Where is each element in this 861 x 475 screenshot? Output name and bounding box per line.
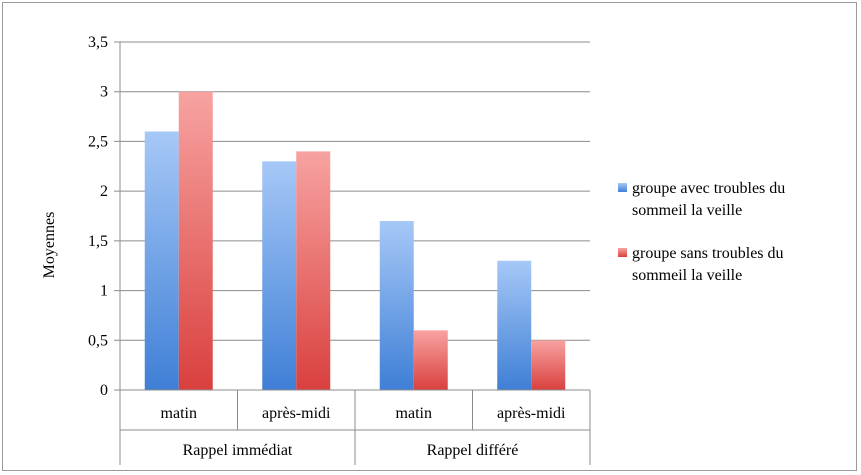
bar-avec-4 — [497, 260, 532, 390]
y-tick-label: 0 — [100, 382, 108, 399]
y-tick-label: 2 — [100, 183, 108, 200]
legend-label: groupe avec troubles du — [632, 180, 785, 197]
bar-sans-2 — [296, 151, 331, 390]
y-tick-label: 3 — [100, 84, 108, 101]
x-category-label: après-midi — [262, 405, 331, 422]
y-tick-label: 1 — [100, 283, 108, 300]
y-tick-label: 0,5 — [88, 332, 108, 349]
bar-avec-2 — [262, 161, 297, 390]
bar-avec-1 — [144, 131, 179, 390]
legend-swatch — [618, 183, 627, 192]
legend-label: groupe sans troubles du — [632, 245, 784, 262]
axes — [119, 42, 591, 465]
x-category-label: après-midi — [497, 405, 566, 422]
y-axis-label: Moyennes — [41, 212, 58, 279]
bar-sans-3 — [413, 330, 448, 390]
bar-avec-3 — [379, 220, 414, 390]
bars — [144, 91, 566, 390]
legend: groupe avec troubles du sommeil la veille… — [618, 180, 785, 284]
legend-label: sommeil la veille — [632, 202, 742, 219]
y-tick-label: 1,5 — [88, 233, 108, 250]
x-group-label: Rappel immédiat — [183, 442, 293, 459]
y-tick-label: 3,5 — [88, 34, 108, 51]
legend-label: sommeil la veille — [632, 267, 742, 284]
x-category-labels: matin après-midi matin après-midi Rappel imm… — [161, 405, 566, 459]
y-tick-labels: 0 0,5 1 1,5 2 2,5 3 3,5 — [88, 34, 108, 399]
x-category-label: matin — [161, 405, 197, 422]
x-category-label: matin — [396, 405, 432, 422]
y-tick-label: 2,5 — [88, 133, 108, 150]
bar-sans-4 — [531, 340, 566, 390]
legend-swatch — [618, 248, 627, 257]
x-group-label: Rappel différé — [427, 442, 519, 459]
bar-sans-1 — [178, 91, 213, 390]
